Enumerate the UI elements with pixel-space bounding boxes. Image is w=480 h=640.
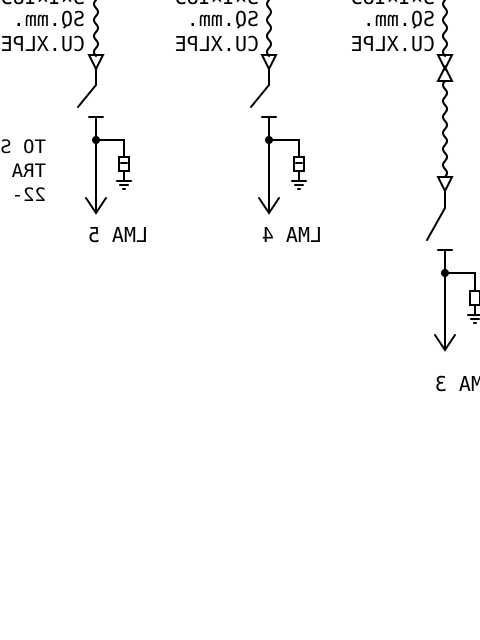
cable-coil-lma5 [93,0,99,57]
cable-coil-lma4 [266,0,272,57]
transformer-note-line2: TRA [11,160,46,182]
cable-termination-bottom-lma3 [436,64,454,82]
cable-spec-lma5-line3: CU.XLPE [1,32,85,56]
breaker-contact-lma3 [426,207,446,241]
cable-spec-lma3-line1: 3×1×185 [351,0,435,9]
breaker-contact-lma5 [77,84,97,108]
feeder-lma5 [77,0,132,215]
surge-arrester-lead-lma3 [444,272,476,292]
feeder-lma4 [250,0,307,215]
cable-termination-top-lma3 [436,54,454,72]
breaker-contact-lma4 [250,84,270,108]
feeder-label-lma3: LMA 3 [435,372,480,396]
transformer-note-line3: 22- [12,184,46,206]
cable-termination-lma5 [87,54,105,72]
labels: 3×1×185 SQ.mm. CU.XLPE 3×1×185 SQ.mm. CU… [0,0,480,396]
surge-arrester-lead-lma4 [268,139,300,158]
cable-spec-lma4-line2: SQ.mm. [187,7,259,31]
cable-spec-lma5-line2: SQ.mm. [13,7,85,31]
cable-coil-top-lma3 [442,0,448,57]
outgoing-arrow-lma4 [258,197,280,215]
cable-spec-lma3-line2: SQ.mm. [363,7,435,31]
transformer-note-line1: TO S [0,136,46,158]
feeder-label-lma4: LMA 4 [262,223,322,247]
cable-spec-lma5-line1: 3×1×185 [1,0,85,9]
mirrored-drawing: 3×1×185 SQ.mm. CU.XLPE 3×1×185 SQ.mm. CU… [0,0,480,396]
surge-arrester-lead-lma5 [95,139,125,158]
cable-spec-lma4-line1: 3×1×185 [175,0,259,9]
surge-arrester-lma3 [469,290,480,306]
feeder-label-lma5: LMA 5 [88,223,148,247]
cable-termination-lower-lma3 [436,176,454,194]
outgoing-arrow-lma3 [434,334,456,352]
cable-spec-lma3-line3: CU.XLPE [351,32,435,56]
cable-coil-lma3 [442,80,448,178]
feeder-lma3 [426,0,480,352]
outgoing-arrow-lma5 [85,197,107,215]
cable-spec-lma4-line3: CU.XLPE [175,32,259,56]
cable-termination-lma4 [260,54,278,72]
